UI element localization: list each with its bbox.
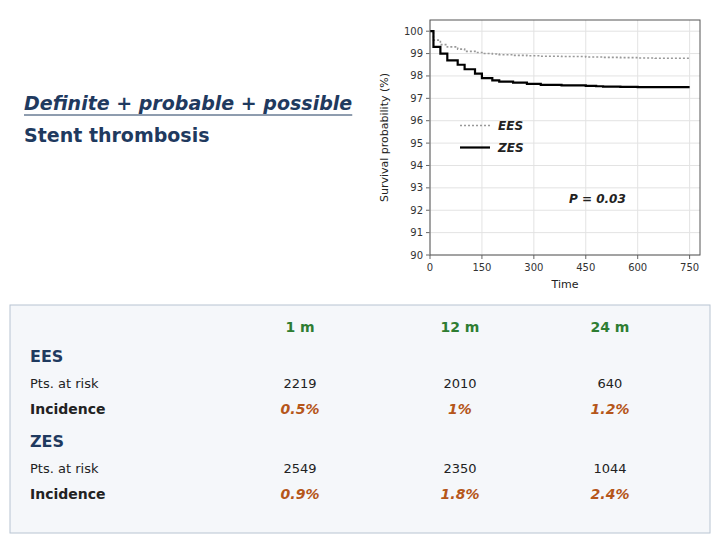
y-tick xyxy=(426,143,430,144)
x-tick xyxy=(689,255,690,259)
y-axis-label: Survival probability (%) xyxy=(378,73,391,202)
table-header: 24 m xyxy=(591,319,630,335)
table-row-label: Incidence xyxy=(30,401,106,417)
annotation: P = 0.03 xyxy=(569,192,626,206)
legend-swatch xyxy=(460,146,490,148)
y-tick-label: 91 xyxy=(410,227,423,238)
table-frame xyxy=(10,305,710,533)
table-header: 1 m xyxy=(285,319,314,335)
y-tick-label: 93 xyxy=(410,182,423,193)
table-cell: 2010 xyxy=(443,376,476,391)
table-cell: 0.5% xyxy=(281,401,320,417)
legend-label: ZES xyxy=(497,141,524,155)
title: Definite + probable + possible xyxy=(24,92,352,114)
y-tick xyxy=(426,232,430,233)
x-tick xyxy=(637,255,638,259)
x-tick xyxy=(481,255,482,259)
x-tick xyxy=(533,255,534,259)
x-tick xyxy=(430,255,431,259)
y-tick xyxy=(426,187,430,188)
y-grid-line xyxy=(430,31,700,32)
survival-curve xyxy=(430,31,690,58)
table-cell: 2549 xyxy=(283,461,316,476)
y-tick-label: 99 xyxy=(410,48,423,59)
legend-label: EES xyxy=(498,119,523,133)
y-tick xyxy=(426,165,430,166)
y-tick-label: 97 xyxy=(410,93,423,104)
x-tick-label: 450 xyxy=(576,262,595,273)
subtitle: Stent thrombosis xyxy=(24,124,210,146)
grid xyxy=(426,20,700,259)
y-grid-line xyxy=(430,187,700,188)
x-grid-line xyxy=(689,20,690,255)
table-group: ZES xyxy=(30,432,64,451)
table-row-label: Pts. at risk xyxy=(30,376,99,391)
survival-curve xyxy=(430,31,690,87)
table-cell: 0.9% xyxy=(281,486,320,502)
x-tick-label: 0 xyxy=(427,262,433,273)
x-axis-label: Time xyxy=(551,278,579,291)
y-grid-line xyxy=(430,232,700,233)
table-cell: 1.2% xyxy=(591,401,630,417)
y-tick-label: 94 xyxy=(410,160,423,171)
title-underline xyxy=(24,115,352,116)
y-grid-line xyxy=(430,143,700,144)
x-tick-label: 600 xyxy=(628,262,647,273)
y-tick xyxy=(426,31,430,32)
y-tick-label: 100 xyxy=(404,26,423,37)
y-tick-label: 96 xyxy=(410,115,423,126)
table-header: 12 m xyxy=(441,319,480,335)
legend-swatch xyxy=(460,125,490,127)
table-row-label: Pts. at risk xyxy=(30,461,99,476)
y-tick-label: 95 xyxy=(410,138,423,149)
table-cell: 1.8% xyxy=(441,486,480,502)
y-tick-label: 90 xyxy=(410,250,423,261)
table-cell: 640 xyxy=(598,376,623,391)
table-cell: 2219 xyxy=(283,376,316,391)
x-tick-label: 300 xyxy=(524,262,543,273)
chart: Definite + probable + possible Stent thro… xyxy=(0,0,720,540)
table-row-label: Incidence xyxy=(30,486,106,502)
table-cell: 1% xyxy=(448,401,472,417)
y-grid-line xyxy=(430,165,700,166)
y-tick xyxy=(426,75,430,76)
y-tick-label: 98 xyxy=(410,70,423,81)
plot-data xyxy=(430,31,690,87)
x-tick-label: 750 xyxy=(680,262,699,273)
y-tick xyxy=(426,210,430,211)
x-grid-line xyxy=(585,20,586,255)
table-cell: 2.4% xyxy=(591,486,630,502)
y-grid-line xyxy=(430,120,700,121)
table-cell: 2350 xyxy=(443,461,476,476)
x-grid-line xyxy=(637,20,638,255)
y-grid-line xyxy=(430,53,700,54)
page: {"chart_data": {"type": "line", "title":… xyxy=(0,0,720,540)
y-tick xyxy=(426,98,430,99)
y-grid-line xyxy=(430,210,700,211)
table-cell: 1044 xyxy=(593,461,626,476)
x-grid-line xyxy=(481,20,482,255)
table-group: EES xyxy=(30,347,63,366)
y-tick-label: 92 xyxy=(410,205,423,216)
legend: EES ZES xyxy=(460,119,524,155)
y-grid-line xyxy=(430,98,700,99)
x-tick-label: 150 xyxy=(472,262,491,273)
background xyxy=(0,0,720,540)
y-tick xyxy=(426,255,430,256)
y-grid-line xyxy=(430,75,700,76)
y-tick xyxy=(426,53,430,54)
plot-frame xyxy=(430,20,700,255)
x-tick xyxy=(585,255,586,259)
y-tick xyxy=(426,120,430,121)
